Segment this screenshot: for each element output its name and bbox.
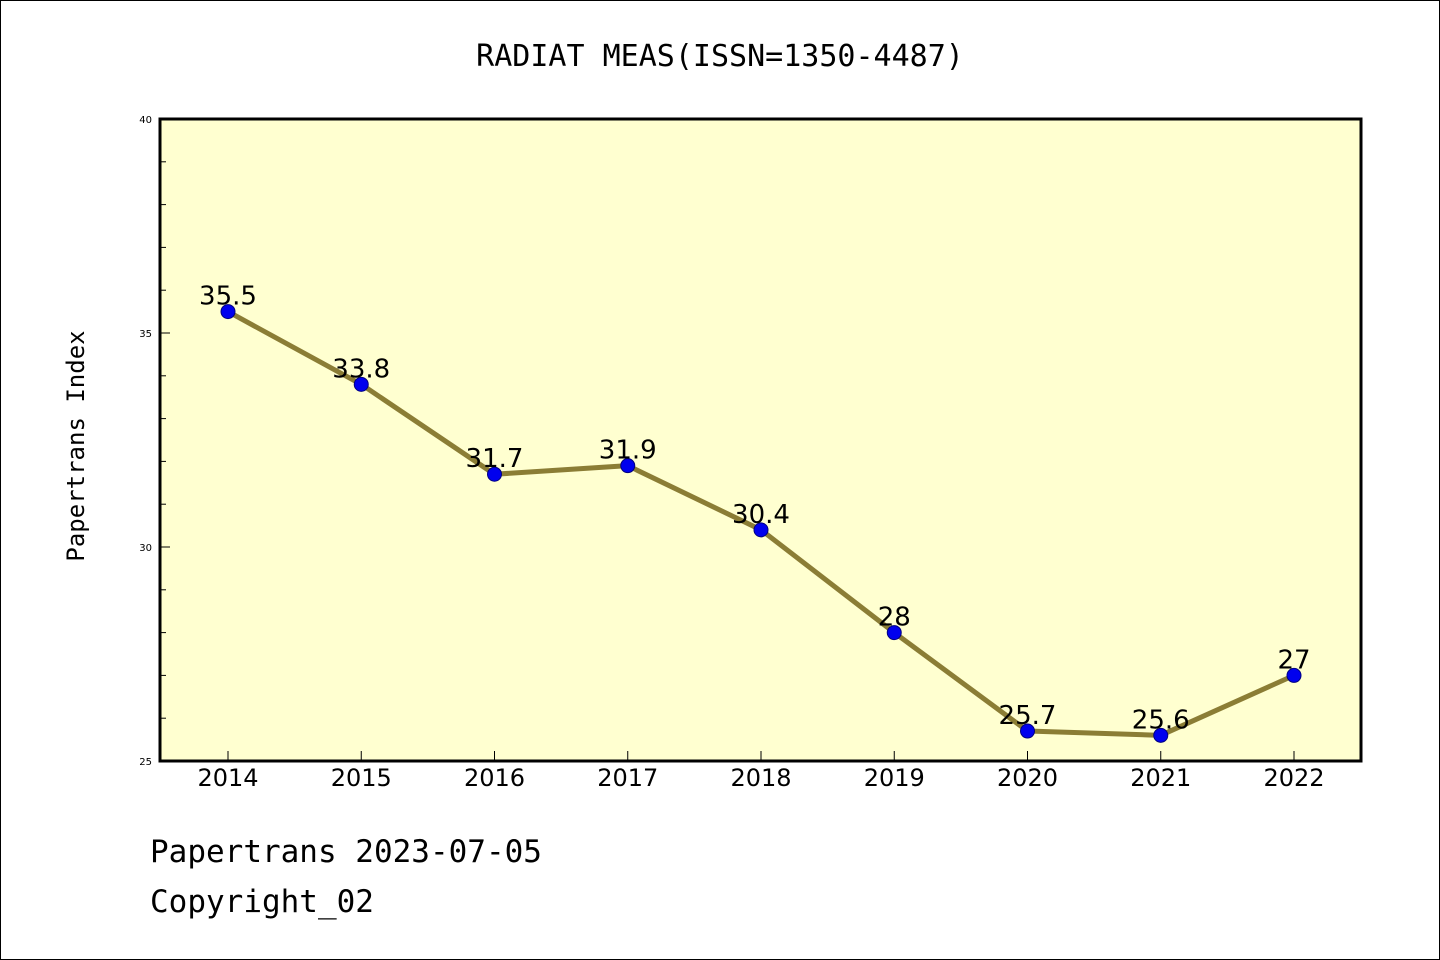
data-point (1020, 723, 1035, 739)
data-label: 35.5 (199, 282, 257, 312)
data-label: 31.9 (599, 436, 657, 466)
data-point (886, 625, 902, 641)
x-tick-label: 2016 (464, 764, 525, 792)
y-tick-label: 35 (139, 329, 152, 340)
y-axis: 25 30 35 40 (139, 115, 170, 768)
y-axis-label: Papertrans Index (62, 330, 90, 561)
y-tick-label: 30 (139, 543, 152, 554)
data-point (353, 376, 369, 392)
plot-area (158, 117, 1363, 763)
data-point (1153, 727, 1169, 743)
x-tick-label: 2022 (1263, 764, 1324, 792)
chart-title: RADIAT MEAS(ISSN=1350-4487) (476, 39, 964, 74)
data-point (220, 304, 236, 320)
footer-date: Papertrans 2023-07-05 (150, 834, 542, 870)
data-label: 27 (1277, 645, 1310, 675)
data-label: 25.7 (999, 701, 1057, 731)
series-group: 35.5 33.8 31.7 31.9 30.4 28 25.7 25.6 27 (199, 282, 1311, 743)
data-label: 28 (878, 603, 911, 633)
x-tick-label: 2019 (864, 764, 925, 792)
x-tick-label: 2015 (331, 764, 392, 792)
x-tick-label: 2014 (197, 764, 258, 792)
data-label: 25.6 (1132, 705, 1190, 735)
x-tick-label: 2021 (1130, 764, 1191, 792)
y-tick-label: 40 (139, 115, 152, 126)
data-label: 30.4 (732, 500, 790, 530)
data-label: 31.7 (466, 444, 524, 474)
x-tick-label: 2020 (997, 764, 1058, 792)
footer-copyright: Copyright_02 (150, 884, 374, 920)
x-tick-label: 2018 (730, 764, 791, 792)
data-label: 33.8 (332, 354, 390, 384)
data-point (1286, 667, 1302, 683)
x-axis: 2014 2015 2016 2017 2018 2019 2020 2021 2022 (197, 751, 1325, 792)
data-point (753, 522, 769, 538)
y-tick-label: 25 (139, 757, 152, 768)
x-tick-label: 2017 (597, 764, 658, 792)
data-point (620, 458, 636, 474)
data-point (487, 466, 502, 482)
